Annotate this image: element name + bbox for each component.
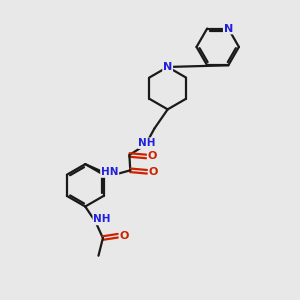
Text: O: O: [148, 167, 158, 177]
Text: N: N: [224, 24, 233, 34]
Text: O: O: [148, 152, 157, 161]
Text: N: N: [163, 62, 172, 72]
Text: NH: NH: [138, 138, 156, 148]
Text: HN: HN: [101, 167, 119, 177]
Text: O: O: [119, 231, 129, 241]
Text: NH: NH: [93, 214, 111, 224]
